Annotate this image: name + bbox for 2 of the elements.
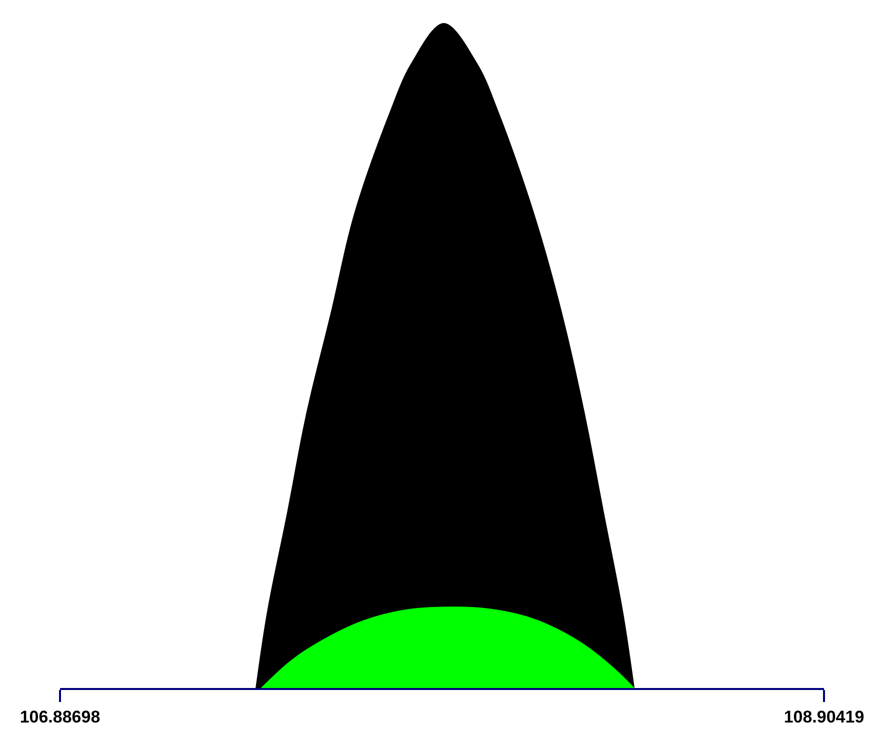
x-tick-label: 108.90419 (784, 707, 864, 726)
x-tick-label: 106.88698 (20, 707, 100, 726)
